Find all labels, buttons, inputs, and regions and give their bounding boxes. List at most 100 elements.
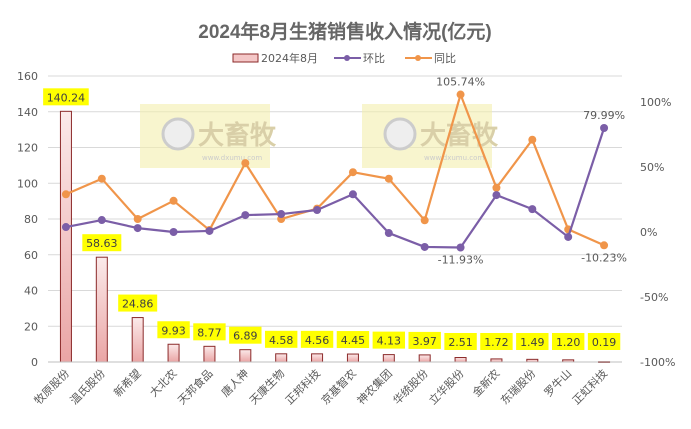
line-marker	[97, 174, 106, 183]
line-marker	[600, 241, 609, 250]
data-label-bg	[551, 333, 585, 350]
line-marker	[492, 191, 501, 200]
bar	[59, 110, 72, 363]
data-label-bg	[193, 323, 226, 341]
line-marker	[97, 216, 106, 225]
data-label-bg	[372, 331, 406, 349]
legend-mom-label: 环比	[363, 52, 385, 65]
y-left-tick-label: 20	[24, 320, 38, 333]
line-marker	[528, 205, 537, 214]
watermark-brand: 大畜牧	[420, 120, 499, 151]
x-category-label: 正虹科技	[569, 366, 610, 407]
data-label: 8.77	[197, 326, 222, 339]
data-label: 58.63	[86, 237, 118, 250]
y-left-tick-label: 0	[31, 356, 38, 369]
legend-yoy-label: 同比	[434, 52, 456, 65]
watermark-brand: 大畜牧	[198, 120, 277, 151]
data-label-bg	[408, 331, 441, 349]
point-label: -10.23%	[581, 251, 627, 264]
data-label: 9.93	[161, 324, 186, 337]
watermark-url: www.dxumu.com	[202, 154, 262, 162]
data-label-bg	[43, 88, 89, 106]
y-left-tick-label: 40	[24, 285, 38, 298]
bar	[203, 345, 216, 363]
line-marker	[420, 242, 429, 251]
line-marker	[241, 211, 250, 220]
legend-bar-swatch	[232, 53, 259, 63]
legend-yoy-marker	[415, 55, 421, 61]
x-category-label: 新希望	[111, 366, 144, 399]
x-category-label: 东瑞股份	[497, 366, 538, 407]
watermark-url: www.dxumu.com	[424, 154, 484, 162]
x-category-label: 正邦科技	[282, 366, 323, 407]
line-marker	[133, 224, 142, 233]
data-label: 140.24	[47, 91, 86, 104]
data-label: 1.49	[520, 336, 545, 349]
watermark-eye-icon	[383, 117, 417, 151]
x-category-label: 立华股份	[426, 366, 467, 407]
line-marker	[133, 215, 142, 223]
line-marker	[348, 190, 357, 199]
bar	[454, 357, 467, 363]
line-marker	[348, 168, 357, 177]
data-label-bg	[229, 326, 262, 344]
y-right-tick-label: 50%	[640, 161, 664, 174]
y-left-tick-label: 140	[17, 106, 38, 119]
data-label: 24.86	[122, 298, 154, 311]
data-label: 0.19	[592, 336, 617, 349]
data-label-bg	[516, 333, 549, 350]
data-label: 2.51	[448, 336, 473, 349]
legend-bar-label: 2024年8月	[261, 51, 318, 65]
line-marker	[241, 159, 250, 168]
data-label: 6.89	[233, 330, 258, 343]
y-left-tick-label: 60	[24, 249, 38, 262]
line-marker	[61, 190, 70, 199]
data-label: 4.13	[377, 335, 402, 348]
line-marker	[313, 206, 322, 215]
y-right-tick-label: -100%	[640, 356, 675, 369]
data-label-bg	[300, 330, 334, 348]
watermark-logo: 大畜牧 www.dxumu.com	[362, 104, 499, 168]
data-label: 4.56	[305, 334, 330, 347]
x-category-label: 京基智农	[318, 366, 359, 407]
line-marker	[384, 229, 393, 238]
bar	[95, 256, 108, 363]
line-marker	[456, 243, 465, 252]
line-marker	[492, 183, 501, 192]
line-yoy	[65, 93, 605, 247]
data-label: 1.20	[556, 336, 581, 349]
point-label: -11.93%	[438, 254, 484, 267]
data-label: 1.72	[484, 336, 509, 349]
line-marker	[61, 223, 70, 232]
line-marker	[277, 210, 286, 219]
line-marker	[456, 90, 465, 99]
line-marker	[528, 135, 537, 144]
data-label-bg	[480, 333, 513, 350]
data-label-bg	[336, 331, 370, 349]
bar	[275, 353, 288, 363]
y-right-tick-label: 100%	[640, 96, 671, 109]
y-right-tick-label: 0%	[640, 226, 657, 239]
x-category-label: 罗牛山	[541, 366, 574, 399]
y-left-tick-label: 100	[17, 177, 38, 190]
y-left-tick-label: 80	[24, 213, 38, 226]
legend: 2024年8月 环比 同比	[232, 51, 456, 65]
x-category-label: 温氏股份	[68, 367, 108, 407]
x-category-label: 金新农	[469, 366, 502, 399]
legend-mom-marker	[344, 55, 350, 61]
x-category-label: 华统股份	[390, 366, 431, 407]
data-label-bg	[444, 333, 477, 350]
x-category-label: 唐人神	[218, 366, 251, 399]
bar	[167, 343, 180, 363]
data-label-bg	[118, 294, 158, 312]
bar	[239, 349, 252, 363]
data-label-bg	[587, 333, 621, 350]
bar	[346, 353, 359, 363]
line-marker	[205, 226, 214, 235]
x-category-label: 大北农	[146, 366, 179, 399]
bar	[311, 353, 324, 363]
watermark-logo: 大畜牧 www.dxumu.com	[140, 104, 277, 168]
line-marker	[384, 174, 393, 183]
line-marker	[420, 216, 429, 225]
